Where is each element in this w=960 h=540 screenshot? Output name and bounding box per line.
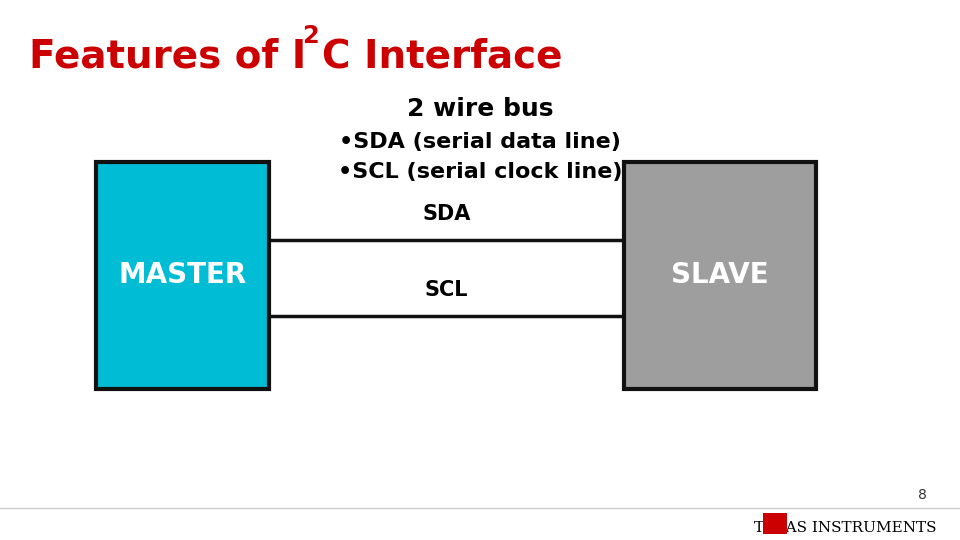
Text: Features of I: Features of I: [29, 38, 306, 76]
Bar: [763, 513, 787, 534]
Text: •SCL (serial clock line): •SCL (serial clock line): [338, 162, 622, 182]
Text: 2: 2: [302, 24, 319, 48]
Text: TEXAS INSTRUMENTS: TEXAS INSTRUMENTS: [754, 521, 936, 535]
Text: •SDA (serial data line): •SDA (serial data line): [339, 132, 621, 152]
Text: 8: 8: [918, 488, 926, 502]
Text: MASTER: MASTER: [118, 261, 247, 289]
Text: SCL: SCL: [424, 280, 468, 300]
Text: SLAVE: SLAVE: [671, 261, 769, 289]
Bar: [96, 162, 269, 389]
Text: 2 wire bus: 2 wire bus: [407, 97, 553, 121]
Text: C Interface: C Interface: [322, 38, 563, 76]
Bar: [624, 162, 816, 389]
Text: SDA: SDA: [422, 204, 470, 224]
